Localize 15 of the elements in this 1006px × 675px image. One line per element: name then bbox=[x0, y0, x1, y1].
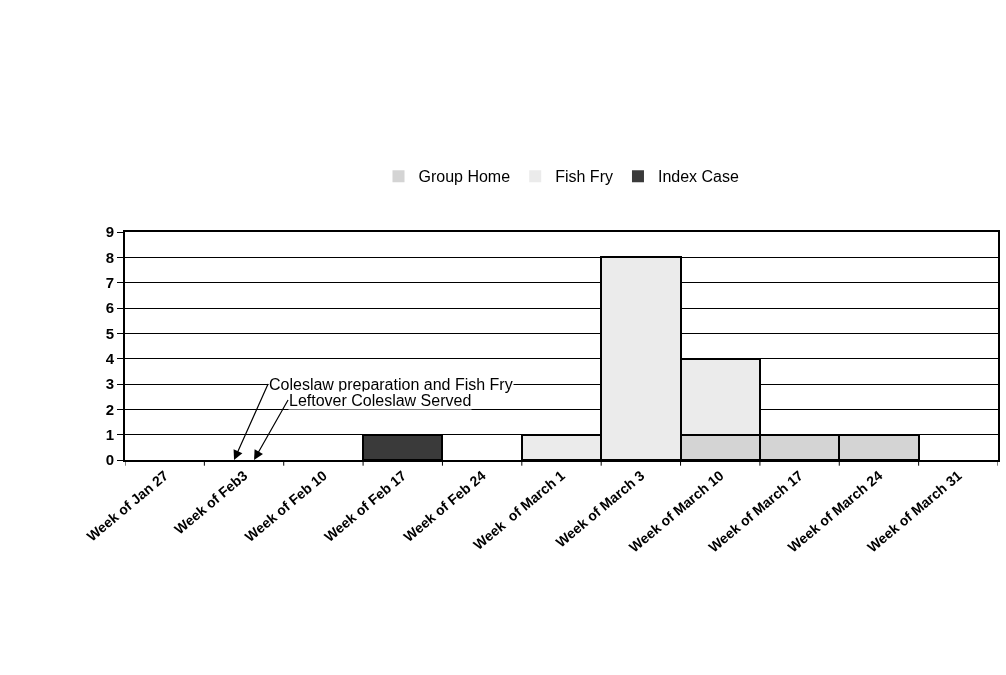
annotation: Leftover Coleslaw Served bbox=[289, 392, 472, 409]
legend-label: Group Home bbox=[418, 168, 511, 186]
y-tick-label: 0 bbox=[105, 451, 114, 469]
y-tick-label: 6 bbox=[105, 299, 114, 317]
y-tick-label: 9 bbox=[105, 223, 114, 241]
annotation: Coleslaw preparation and Fish Fry bbox=[269, 376, 513, 393]
y-tick-label: 4 bbox=[105, 349, 115, 367]
legend-label: Index Case bbox=[657, 168, 740, 186]
legend-label: Fish Fry bbox=[555, 168, 613, 186]
y-tick-label: 1 bbox=[105, 425, 114, 443]
y-tick-label: 7 bbox=[105, 273, 114, 291]
y-tick-label: 2 bbox=[105, 400, 114, 418]
y-tick-label: 8 bbox=[105, 248, 114, 266]
y-tick-label: 3 bbox=[105, 375, 114, 393]
y-tick-label: 5 bbox=[105, 324, 114, 342]
